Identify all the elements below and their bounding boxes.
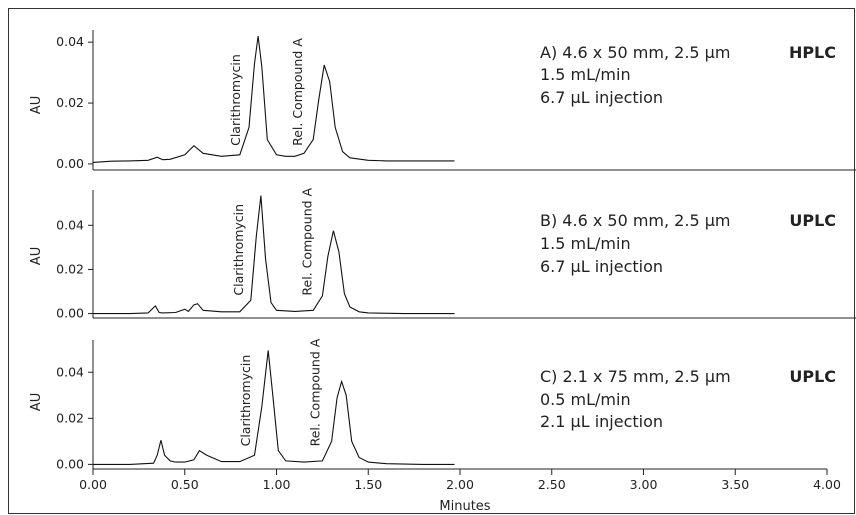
panel-a-info-line-3: 6.7 µL injection — [540, 88, 663, 107]
panel-c-mode-label: UPLC — [789, 367, 836, 386]
x-tick-label: 3.50 — [721, 477, 749, 492]
panel-a: AU 0.00 0.02 0.04 Clarithromycin Rel. Comp… — [29, 30, 856, 171]
x-axis-ticks: 0.00 0.50 1.00 1.50 2.00 2.50 3.00 3.50 4.00 — [79, 469, 841, 492]
panel-a-trace — [92, 36, 455, 163]
panel-b-trace — [93, 195, 455, 315]
panel-c: AU 0.00 0.02 0.04 Clarithromycin Rel. Comp… — [29, 338, 836, 471]
panel-a-info-line-2: 1.5 mL/min — [540, 65, 631, 84]
x-tick-label: 3.00 — [630, 477, 658, 492]
x-tick-label: 2.50 — [538, 477, 566, 492]
figure-border — [8, 8, 855, 514]
panel-b-info-line-3: 6.7 µL injection — [540, 257, 663, 276]
y-tick-label: 0.02 — [56, 410, 84, 425]
x-tick-label: 4.00 — [813, 477, 841, 492]
panel-a-info-line-1: A) 4.6 x 50 mm, 2.5 µm — [540, 43, 730, 62]
panel-c-peak-labels: Clarithromycin Rel. Compound A — [238, 338, 322, 446]
panel-a-peak-labels: Clarithromycin Rel. Compound A — [228, 38, 305, 146]
peak-label-rel-compound-a: Rel. Compound A — [308, 338, 323, 446]
y-tick-label: 0.02 — [56, 95, 84, 110]
panel-c-info-line-1: C) 2.1 x 75 mm, 2.5 µm — [540, 367, 731, 386]
x-axis-label: Minutes — [439, 499, 490, 514]
peak-label-clarithromycin: Clarithromycin — [231, 204, 246, 296]
panel-b-info-line-1: B) 4.6 x 50 mm, 2.5 µm — [540, 211, 730, 230]
peak-label-clarithromycin: Clarithromycin — [238, 355, 253, 447]
panel-a-y-ticks: 0.00 0.02 0.04 — [56, 34, 93, 171]
panel-b-info-line-2: 1.5 mL/min — [540, 234, 631, 253]
panel-c-info: C) 2.1 x 75 mm, 2.5 µm 0.5 mL/min 2.1 µL… — [540, 367, 836, 431]
peak-label-rel-compound-a: Rel. Compound A — [299, 187, 314, 295]
y-tick-label: 0.00 — [56, 156, 84, 171]
panel-a-y-label: AU — [29, 96, 44, 114]
panel-c-info-line-3: 2.1 µL injection — [540, 412, 663, 431]
x-tick-label: 1.00 — [263, 477, 291, 492]
panel-c-y-label: AU — [29, 393, 44, 411]
panel-b-y-label: AU — [29, 247, 44, 265]
x-tick-label: 2.00 — [446, 477, 474, 492]
panel-b-mode-label: UPLC — [789, 211, 836, 230]
x-tick-label: 0.00 — [79, 477, 107, 492]
y-tick-label: 0.02 — [56, 261, 84, 276]
panel-c-trace — [93, 350, 455, 465]
peak-label-rel-compound-a: Rel. Compound A — [290, 38, 305, 146]
y-tick-label: 0.04 — [56, 217, 84, 232]
y-tick-label: 0.04 — [56, 364, 84, 379]
panel-b-info: B) 4.6 x 50 mm, 2.5 µm 1.5 mL/min 6.7 µL… — [540, 211, 836, 276]
panel-b-peak-labels: Clarithromycin Rel. Compound A — [231, 187, 315, 295]
panel-a-mode-label: HPLC — [789, 43, 836, 62]
x-tick-label: 0.50 — [171, 477, 199, 492]
panel-a-info: A) 4.6 x 50 mm, 2.5 µm 1.5 mL/min 6.7 µL… — [540, 43, 836, 107]
y-tick-label: 0.00 — [56, 456, 84, 471]
panel-c-y-ticks: 0.00 0.02 0.04 — [56, 364, 93, 471]
panel-b: AU 0.00 0.02 0.04 Clarithromycin Rel. Comp… — [29, 187, 856, 321]
y-tick-label: 0.04 — [56, 34, 84, 49]
peak-label-clarithromycin: Clarithromycin — [228, 54, 243, 146]
panel-b-y-ticks: 0.00 0.02 0.04 — [56, 217, 93, 321]
panel-c-info-line-2: 0.5 mL/min — [540, 390, 631, 409]
x-tick-label: 1.50 — [354, 477, 382, 492]
y-tick-label: 0.00 — [56, 306, 84, 321]
